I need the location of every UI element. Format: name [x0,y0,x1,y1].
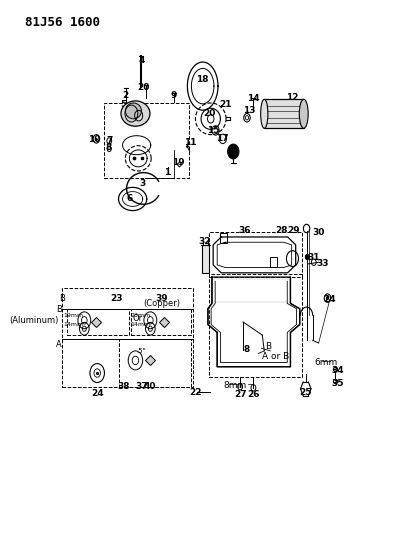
Bar [220,233,227,243]
Text: 8: 8 [243,345,249,354]
Ellipse shape [260,99,267,128]
Text: B: B [56,305,62,314]
Bar [62,288,193,387]
Text: A: A [56,340,62,349]
Text: 24: 24 [91,389,103,398]
Text: 19: 19 [172,158,184,167]
Text: 17: 17 [215,134,228,143]
Text: 28: 28 [275,226,287,235]
Bar [104,103,189,178]
Text: B: B [265,342,271,351]
Ellipse shape [125,103,141,119]
Text: 21: 21 [218,100,231,109]
Ellipse shape [121,101,150,126]
Text: 26: 26 [247,390,259,399]
Text: 3: 3 [139,179,145,188]
Bar [67,309,128,335]
Text: 5: 5 [120,100,126,109]
Bar [209,274,301,377]
Text: 25: 25 [299,387,311,397]
Text: 39: 39 [155,294,168,303]
Bar [131,309,190,335]
Bar [209,232,301,277]
Text: 22: 22 [189,387,202,397]
Text: 9: 9 [170,91,176,100]
Text: 29: 29 [287,226,299,235]
Text: 40: 40 [143,382,155,391]
Text: 6: 6 [126,195,132,204]
Text: 7: 7 [106,136,112,146]
Text: A or B: A or B [261,352,288,361]
Bar [264,99,303,128]
Text: 14: 14 [247,94,259,103]
Text: 15: 15 [207,126,219,135]
Text: 10: 10 [88,135,100,144]
Text: 81J56 1600: 81J56 1600 [25,16,99,29]
Text: 23: 23 [110,294,122,303]
Text: 20: 20 [137,83,149,92]
Text: 14mm: 14mm [130,322,151,327]
Text: 2: 2 [122,91,128,100]
Text: 18: 18 [195,75,208,84]
Text: 8mm: 8mm [223,381,246,390]
Text: 24: 24 [323,295,335,304]
Text: (Aluminum): (Aluminum) [9,316,58,325]
Text: 14mm: 14mm [64,322,84,327]
Text: 13: 13 [243,107,255,116]
Text: 11: 11 [183,138,196,147]
Text: 19mm: 19mm [64,312,84,318]
Ellipse shape [299,99,308,128]
Text: B: B [58,294,65,303]
Text: 23mm: 23mm [130,312,151,318]
Text: 12: 12 [285,93,298,102]
Text: 37: 37 [135,382,147,391]
Text: .5": .5" [136,348,146,354]
Circle shape [326,296,328,300]
Text: 8: 8 [105,143,111,152]
Text: 31: 31 [307,253,319,262]
Circle shape [305,254,309,260]
Circle shape [227,144,238,159]
Text: 36: 36 [237,226,250,235]
Text: 1: 1 [164,168,171,177]
Text: Or: Or [132,314,142,322]
Text: 35: 35 [331,379,344,388]
Bar [201,245,209,273]
Text: 6mm: 6mm [313,358,337,367]
Text: 27: 27 [233,390,246,399]
Text: 20: 20 [203,109,216,118]
Text: 34: 34 [331,366,344,375]
Bar [269,257,276,266]
Text: 30: 30 [312,228,324,237]
Text: (Copper): (Copper) [143,299,180,308]
Text: 33: 33 [316,259,328,268]
Text: 38: 38 [117,382,129,391]
Bar [119,340,190,387]
Text: 4: 4 [138,56,144,66]
Text: 32: 32 [198,237,211,246]
Text: 16: 16 [225,147,238,156]
